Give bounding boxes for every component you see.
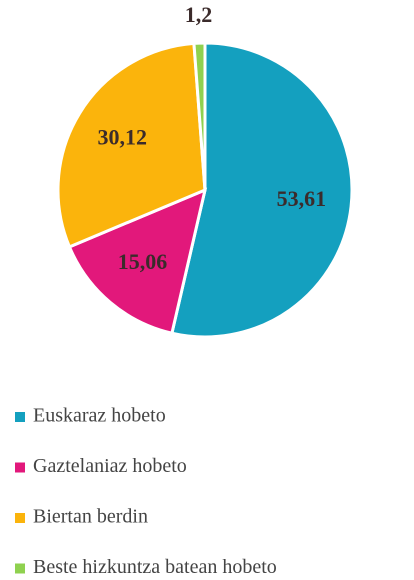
data-label: 15,06 — [118, 249, 168, 274]
data-label: 30,12 — [97, 124, 147, 149]
legend-swatch — [15, 513, 25, 523]
legend-swatch — [15, 462, 25, 473]
legend-swatch — [15, 412, 25, 422]
legend-label: Gaztelaniaz hobeto — [33, 455, 187, 477]
pie-slice — [56, 41, 207, 249]
legend-label: Beste hizkuntza batean hobeto — [33, 556, 277, 578]
legend-label: Biertan berdin — [33, 506, 148, 528]
legend-label: Euskaraz hobeto — [33, 405, 166, 427]
data-label: 1,2 — [185, 2, 213, 27]
pie-slice — [192, 41, 207, 191]
data-label: 53,61 — [277, 186, 327, 211]
pie-slice — [67, 187, 208, 336]
pie-slice — [170, 41, 354, 339]
legend-swatch — [15, 563, 25, 574]
